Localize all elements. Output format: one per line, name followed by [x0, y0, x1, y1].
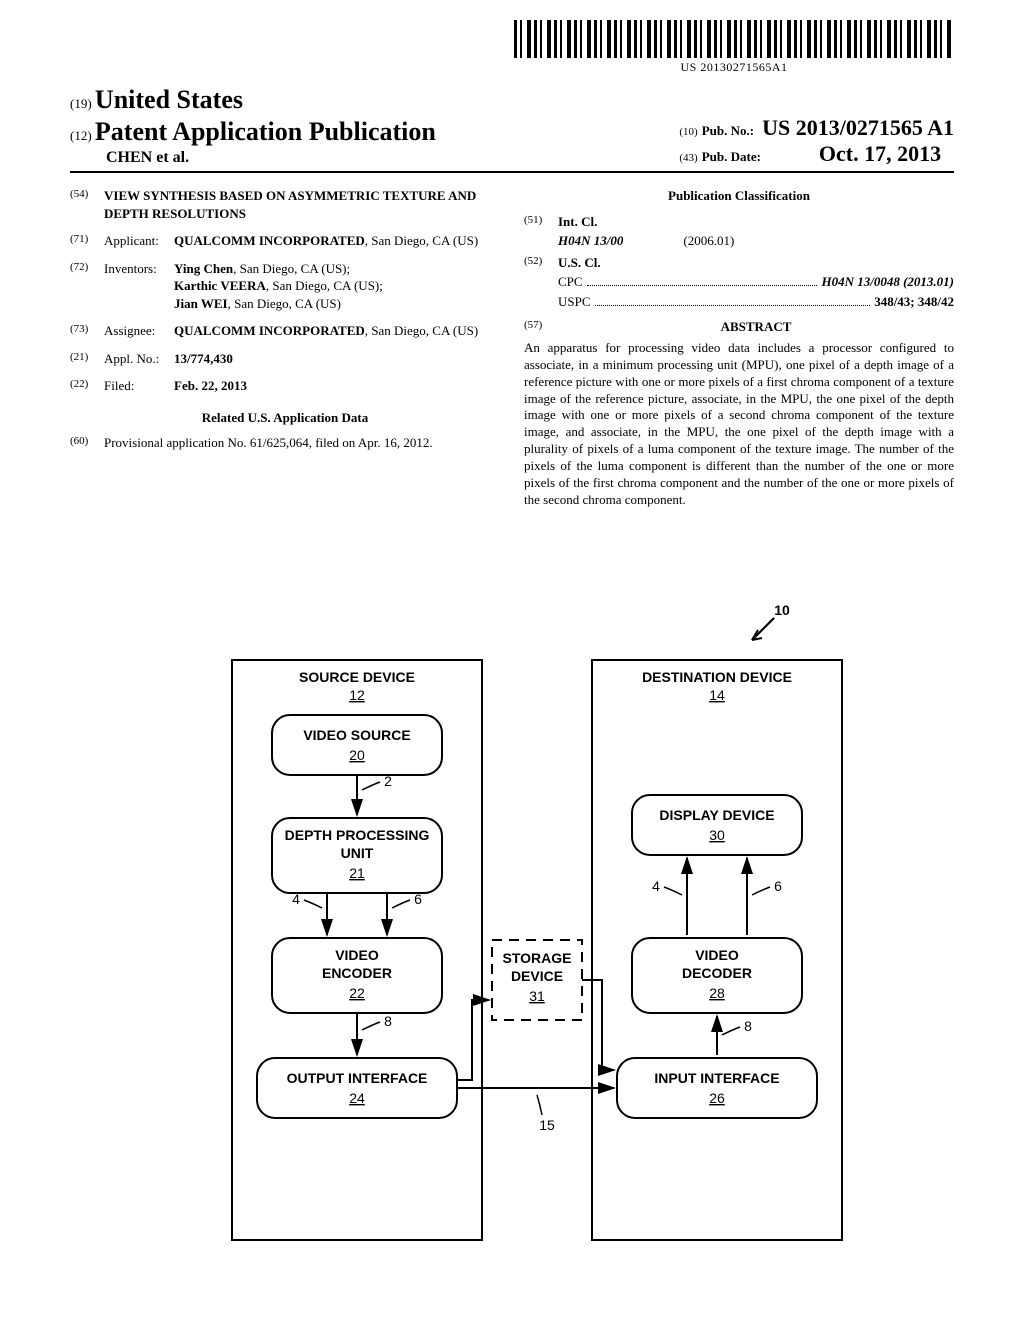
output-if-label: OUTPUT INTERFACE [287, 1070, 428, 1086]
cpc-left: CPC [558, 273, 583, 291]
f73-body: QUALCOMM INCORPORATED [174, 323, 365, 338]
display-num: 30 [709, 827, 725, 843]
storage-l1: STORAGE [503, 950, 572, 966]
barcode-block: US 20130271565A1 [514, 20, 954, 75]
code-43: (43) [679, 152, 697, 164]
f71-rest: , San Diego, CA (US) [365, 233, 478, 248]
inv3-rest: , San Diego, CA (US) [228, 296, 341, 311]
f22-label: Filed: [104, 377, 174, 395]
ref-8b: 8 [744, 1018, 752, 1034]
input-if-num: 26 [709, 1090, 725, 1106]
depth-l1: DEPTH PROCESSING [285, 827, 430, 843]
f57-num: (57) [524, 318, 558, 336]
f73-label: Assignee: [104, 322, 174, 340]
f51-code: H04N 13/00 [558, 232, 623, 250]
pubno-value: US 2013/0271565 A1 [762, 115, 954, 141]
header-right: (10) Pub. No.: US 2013/0271565 A1 (43) P… [679, 115, 954, 167]
f54-title: VIEW SYNTHESIS BASED ON ASYMMETRIC TEXTU… [104, 187, 500, 222]
output-if-num: 24 [349, 1090, 365, 1106]
right-column: Publication Classification (51) Int. Cl.… [524, 187, 954, 509]
barcode-text: US 20130271565A1 [514, 60, 954, 75]
inv1-name: Ying Chen [174, 261, 233, 276]
dest-device-label: DESTINATION DEVICE [642, 669, 792, 685]
code-19: (19) [70, 96, 92, 111]
cpc-right: H04N 13/0048 (2013.01) [821, 274, 954, 289]
f72-num: (72) [70, 260, 104, 313]
f73-rest: , San Diego, CA (US) [365, 323, 478, 338]
ref-4b: 4 [652, 878, 660, 894]
enc-l1: VIDEO [335, 947, 379, 963]
display-label: DISPLAY DEVICE [659, 807, 774, 823]
storage-num: 31 [529, 988, 545, 1004]
dec-l2: DECODER [682, 965, 752, 981]
ref-15: 15 [539, 1117, 555, 1133]
f51-label: Int. Cl. [558, 213, 954, 231]
dest-device-num: 14 [709, 687, 725, 703]
source-device-label: SOURCE DEVICE [299, 669, 415, 685]
ref-6b: 6 [774, 878, 782, 894]
f21-value: 13/774,430 [174, 350, 500, 368]
source-device-num: 12 [349, 687, 365, 703]
f60-num: (60) [70, 434, 104, 452]
patent-page: US 20130271565A1 (19) United States (12)… [0, 0, 1024, 1320]
abstract-title: ABSTRACT [721, 319, 792, 334]
header: (19) United States (12) Patent Applicati… [70, 85, 954, 173]
figure: 10 SOURCE DEVICE 12 DESTINATION DEVICE 1… [0, 600, 1024, 1305]
authors-line: CHEN et al. [70, 149, 436, 167]
ref-8a: 8 [384, 1013, 392, 1029]
f21-label: Appl. No.: [104, 350, 174, 368]
pubdate-value: Oct. 17, 2013 [819, 141, 941, 167]
inv2-name: Karthic VEERA [174, 278, 266, 293]
input-if-label: INPUT INTERFACE [654, 1070, 779, 1086]
ref-10: 10 [774, 602, 790, 618]
country: United States [95, 85, 243, 114]
left-column: (54) VIEW SYNTHESIS BASED ON ASYMMETRIC … [70, 187, 500, 509]
dec-l1: VIDEO [695, 947, 739, 963]
enc-num: 22 [349, 985, 365, 1001]
abstract-text: An apparatus for processing video data i… [524, 340, 954, 509]
code-10: (10) [679, 126, 697, 138]
dec-num: 28 [709, 985, 725, 1001]
f51-num: (51) [524, 213, 558, 231]
f21-num: (21) [70, 350, 104, 368]
storage-l2: DEVICE [511, 968, 563, 984]
related-title: Related U.S. Application Data [70, 409, 500, 427]
f73-num: (73) [70, 322, 104, 340]
uspc-right: 348/43; 348/42 [874, 294, 954, 309]
ref-6a: 6 [414, 891, 422, 907]
doc-type: Patent Application Publication [95, 117, 436, 146]
pubdate-label: Pub. Date: [702, 149, 761, 165]
f71-label: Applicant: [104, 232, 174, 250]
f72-label: Inventors: [104, 260, 174, 313]
enc-l2: ENCODER [322, 965, 392, 981]
f54-num: (54) [70, 187, 104, 222]
biblio-columns: (54) VIEW SYNTHESIS BASED ON ASYMMETRIC … [70, 187, 954, 509]
f71-body: QUALCOMM INCORPORATED [174, 233, 365, 248]
inv1-rest: , San Diego, CA (US); [233, 261, 350, 276]
f22-num: (22) [70, 377, 104, 395]
f22-value: Feb. 22, 2013 [174, 377, 500, 395]
f51-date: (2006.01) [683, 232, 734, 250]
f52-num: (52) [524, 254, 558, 272]
video-source-label: VIDEO SOURCE [303, 727, 410, 743]
video-source-num: 20 [349, 747, 365, 763]
code-12: (12) [70, 128, 92, 143]
ref-2: 2 [384, 773, 392, 789]
inv3-name: Jian WEI [174, 296, 228, 311]
ref-4a: 4 [292, 891, 300, 907]
depth-num: 21 [349, 865, 365, 881]
f52-label: U.S. Cl. [558, 254, 954, 272]
pubno-label: Pub. No.: [702, 123, 754, 139]
uspc-left: USPC [558, 293, 591, 311]
figure-svg: 10 SOURCE DEVICE 12 DESTINATION DEVICE 1… [162, 600, 862, 1300]
depth-l2: UNIT [341, 845, 374, 861]
inv2-rest: , San Diego, CA (US); [266, 278, 383, 293]
pub-class-title: Publication Classification [524, 187, 954, 205]
f71-num: (71) [70, 232, 104, 250]
barcode [514, 20, 954, 58]
f60-body: Provisional application No. 61/625,064, … [104, 434, 500, 452]
header-left: (19) United States (12) Patent Applicati… [70, 85, 436, 167]
